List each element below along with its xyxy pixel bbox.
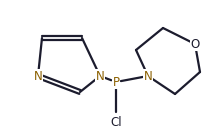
Text: O: O [190, 37, 200, 50]
Text: P: P [112, 75, 119, 89]
Text: N: N [144, 70, 152, 83]
Text: N: N [34, 70, 42, 83]
Text: Cl: Cl [110, 116, 122, 129]
Text: N: N [96, 70, 104, 83]
